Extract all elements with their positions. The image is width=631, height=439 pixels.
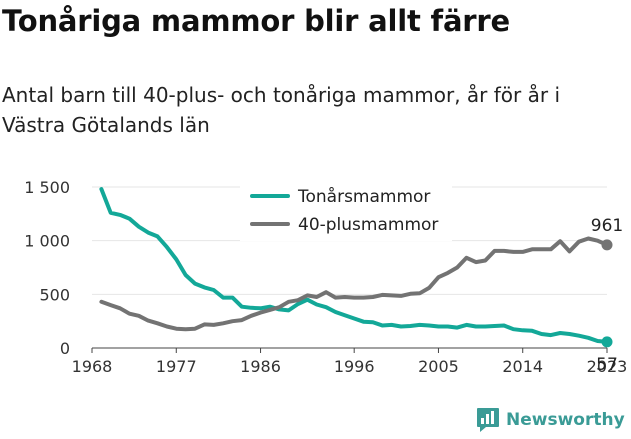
y-tick-label: 1 500 — [24, 178, 70, 197]
series-line-0 — [99, 187, 609, 344]
x-tick-label: 2005 — [418, 357, 459, 376]
newsworthy-icon — [477, 408, 499, 432]
legend-background — [240, 181, 452, 241]
brand-logo: Newsworthy — [476, 407, 625, 433]
series-end-point — [601, 336, 613, 348]
x-tick-label: 2023 — [587, 357, 628, 376]
legend-label: Tonårsmammor — [297, 186, 430, 207]
x-tick-label: 2014 — [502, 357, 543, 376]
series-end-label: 961 — [591, 216, 623, 236]
y-tick-label: 1 000 — [24, 232, 70, 251]
y-tick-label: 0 — [60, 339, 70, 358]
brand-name: Newsworthy — [506, 410, 625, 430]
series-lines: 57 961 — [99, 187, 623, 375]
x-tick-label: 1986 — [240, 357, 281, 376]
x-tick-label: 1968 — [72, 357, 113, 376]
legend: Tonårsmammor 40-plusmammor — [240, 181, 452, 241]
x-axis: 1968 1977 1986 1996 2005 2014 2023 — [72, 347, 628, 376]
chart-subtitle: Antal barn till 40-plus- och tonåriga ma… — [2, 83, 561, 137]
series-end-point — [601, 239, 613, 251]
x-tick-label: 1996 — [334, 357, 375, 376]
chart-title: Tonåriga mammor blir allt färre — [2, 4, 510, 38]
series-line-1 — [99, 236, 609, 332]
y-axis: 0 500 1 000 1 500 — [24, 178, 70, 358]
legend-label: 40-plusmammor — [298, 215, 438, 235]
x-tick-label: 1977 — [156, 357, 197, 376]
y-tick-label: 500 — [39, 285, 70, 304]
series-end-label: 57 — [596, 355, 618, 375]
